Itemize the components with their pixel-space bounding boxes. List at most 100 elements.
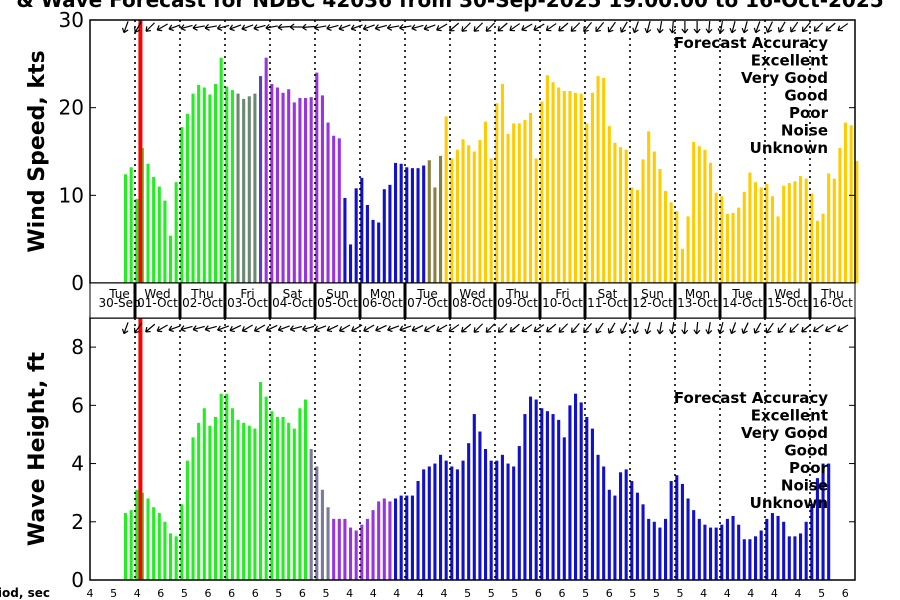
arrow-shaft	[583, 22, 593, 32]
direction-arrow	[192, 23, 205, 31]
direction-arrow	[607, 21, 616, 33]
data-bar	[129, 167, 133, 283]
data-bar	[140, 492, 144, 580]
direction-arrow	[204, 23, 218, 31]
arrow-head	[521, 25, 527, 32]
data-bar	[320, 95, 324, 283]
arrow-head	[729, 328, 736, 335]
legend-item-noise: Noise	[781, 122, 828, 140]
arrow-head	[374, 24, 381, 31]
arrow-head	[399, 325, 405, 333]
data-bar	[146, 163, 150, 283]
data-bar	[804, 521, 808, 580]
data-bar	[827, 173, 831, 283]
data-bar	[410, 168, 414, 283]
data-bar	[557, 87, 561, 283]
day-date: 11-Oct	[587, 296, 628, 310]
data-bar	[433, 463, 437, 580]
arrow-head	[156, 326, 163, 333]
arrow-head	[533, 25, 539, 32]
data-bar	[680, 248, 684, 283]
data-bar	[540, 101, 544, 283]
data-bar	[292, 428, 296, 580]
y-tick-label: 0	[71, 271, 84, 295]
direction-arrow	[448, 324, 460, 333]
arrow-shaft	[338, 24, 351, 30]
direction-arrow	[765, 21, 773, 33]
arrow-head	[558, 327, 565, 333]
data-bar	[770, 196, 774, 283]
arrow-head	[558, 25, 564, 32]
direction-arrow	[571, 323, 580, 334]
data-bar	[185, 113, 189, 283]
direction-arrow	[668, 321, 676, 335]
arrow-head	[265, 23, 271, 31]
data-bar	[669, 202, 673, 283]
period-value: 4	[771, 587, 778, 600]
arrow-head	[461, 326, 467, 333]
data-bar	[394, 498, 398, 580]
data-bar	[692, 141, 696, 283]
direction-arrow	[436, 324, 448, 333]
arrow-shaft	[825, 324, 837, 332]
direction-arrow	[729, 322, 737, 335]
arrow-head	[436, 25, 442, 32]
arrow-head	[497, 25, 504, 32]
arrow-shaft	[168, 325, 181, 331]
data-bar	[557, 419, 561, 580]
data-bar	[185, 460, 189, 580]
arrow-head	[156, 25, 163, 32]
data-bar	[169, 235, 173, 283]
data-bar	[219, 57, 223, 284]
data-bar	[742, 539, 746, 580]
y-tick-label: 30	[59, 8, 84, 32]
arrow-shaft	[608, 322, 616, 334]
data-bar	[579, 402, 583, 580]
data-bar	[230, 90, 234, 283]
data-bar	[298, 98, 302, 284]
direction-arrow	[216, 24, 230, 31]
arrow-shaft	[742, 322, 749, 334]
y-tick-label: 20	[59, 96, 84, 120]
day-name: Sat	[598, 287, 618, 301]
arrow-head	[789, 327, 796, 333]
legend-item-excellent: Excellent	[751, 52, 828, 70]
direction-arrow	[386, 23, 400, 31]
day-name: Wed	[459, 287, 485, 301]
direction-arrow	[837, 324, 849, 333]
arrow-head	[485, 327, 492, 333]
data-bar	[337, 138, 341, 283]
data-bar	[624, 149, 628, 283]
arrow-head	[620, 27, 627, 33]
arrow-head	[121, 27, 129, 34]
arrow-head	[753, 328, 760, 334]
data-bar	[551, 414, 555, 580]
data-bar	[253, 93, 257, 283]
legend-item-very-good: Very Good	[741, 69, 828, 87]
direction-arrow	[632, 322, 639, 335]
arrow-shaft	[813, 22, 824, 32]
data-bar	[349, 527, 353, 580]
day-name: Tue	[108, 287, 130, 301]
arrow-shaft	[633, 21, 639, 33]
data-bar	[191, 437, 195, 580]
data-bar	[371, 510, 375, 580]
arrow-head	[338, 326, 345, 333]
arrow-shaft	[730, 322, 737, 334]
arrow-shaft	[266, 324, 278, 332]
data-bar	[444, 116, 448, 284]
direction-arrow	[473, 323, 484, 333]
arrow-shaft	[277, 25, 291, 29]
arrow-shaft	[533, 324, 545, 332]
data-bar	[371, 219, 375, 283]
data-bar	[517, 446, 521, 580]
data-bar	[512, 123, 516, 283]
day-date: 03-Oct	[227, 296, 268, 310]
arrow-head	[705, 28, 713, 34]
data-bar	[264, 57, 268, 284]
day-name: Thu	[505, 287, 529, 301]
data-bar	[365, 204, 369, 283]
legend-item-unknown: Unknown	[750, 139, 828, 157]
data-bar	[365, 518, 369, 580]
data-bar	[641, 504, 645, 580]
